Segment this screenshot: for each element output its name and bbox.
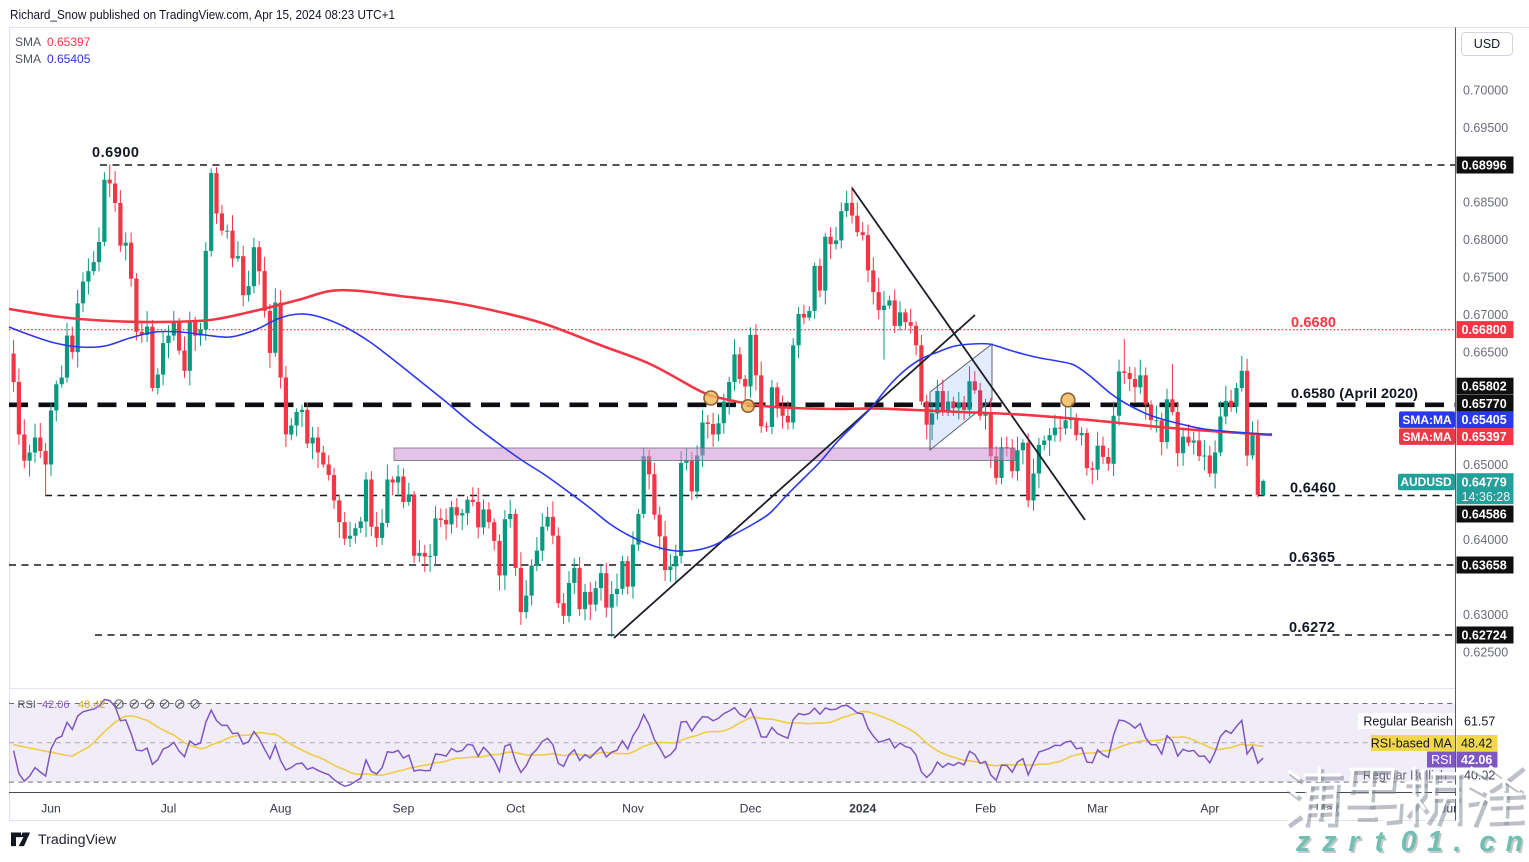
svg-text:0.62724: 0.62724 bbox=[1462, 628, 1507, 642]
svg-text:0.68000: 0.68000 bbox=[1463, 233, 1508, 247]
svg-text:Jul: Jul bbox=[161, 802, 177, 816]
svg-text:c: c bbox=[1479, 826, 1495, 857]
svg-text:Mar: Mar bbox=[1087, 802, 1108, 816]
svg-text:42.06: 42.06 bbox=[1461, 753, 1492, 767]
svg-text:Aug: Aug bbox=[270, 802, 292, 816]
svg-text:0.64586: 0.64586 bbox=[1462, 507, 1507, 521]
svg-text:0.6900: 0.6900 bbox=[92, 145, 139, 161]
svg-text:Jun: Jun bbox=[41, 802, 61, 816]
svg-text:r: r bbox=[1348, 826, 1361, 857]
svg-text:0.65802: 0.65802 bbox=[1462, 380, 1507, 394]
svg-text:r: r bbox=[1350, 828, 1363, 857]
svg-text:14:36:28: 14:36:28 bbox=[1462, 490, 1511, 504]
svg-text:SMA: SMA bbox=[15, 52, 41, 66]
svg-text:1: 1 bbox=[1427, 826, 1443, 857]
svg-text:0.68996: 0.68996 bbox=[1462, 158, 1507, 172]
svg-text:SMA: SMA bbox=[15, 35, 41, 49]
svg-text:AUDUSD: AUDUSD bbox=[1400, 475, 1452, 489]
svg-text:z: z bbox=[1321, 826, 1337, 857]
svg-text:0.68500: 0.68500 bbox=[1463, 196, 1508, 210]
svg-text:Sep: Sep bbox=[393, 802, 415, 816]
svg-text:0.65000: 0.65000 bbox=[1463, 458, 1508, 472]
svg-text:TradingView: TradingView bbox=[38, 832, 117, 848]
svg-text:48.42: 48.42 bbox=[1461, 737, 1492, 751]
svg-text:c: c bbox=[1481, 828, 1497, 857]
svg-text:0.65770: 0.65770 bbox=[1462, 397, 1507, 411]
svg-text:0.65405: 0.65405 bbox=[1462, 413, 1507, 427]
svg-text:48.42: 48.42 bbox=[78, 699, 106, 711]
svg-text:0.64000: 0.64000 bbox=[1463, 533, 1508, 547]
svg-text:Oct: Oct bbox=[506, 802, 526, 816]
svg-text:42.06: 42.06 bbox=[42, 699, 70, 711]
svg-text:Regular Bearish: Regular Bearish bbox=[1363, 715, 1453, 729]
svg-text:0.69500: 0.69500 bbox=[1463, 121, 1508, 135]
svg-text:t: t bbox=[1376, 828, 1387, 857]
svg-text:0.6580 (April 2020): 0.6580 (April 2020) bbox=[1291, 385, 1418, 401]
svg-text:0.66800: 0.66800 bbox=[1462, 323, 1507, 337]
svg-text:0.65405: 0.65405 bbox=[47, 52, 91, 66]
svg-text:RSI-based MA: RSI-based MA bbox=[1371, 737, 1453, 751]
svg-text:0.65397: 0.65397 bbox=[47, 35, 91, 49]
svg-text:2024: 2024 bbox=[849, 802, 876, 816]
svg-text:0.6272: 0.6272 bbox=[1289, 620, 1335, 636]
svg-text:.: . bbox=[1455, 828, 1463, 857]
svg-text:SMA:MA: SMA:MA bbox=[1402, 413, 1452, 427]
svg-text:0.6460: 0.6460 bbox=[1290, 481, 1336, 497]
svg-text:1: 1 bbox=[1429, 828, 1445, 857]
svg-text:0: 0 bbox=[1403, 828, 1419, 857]
svg-text:0.63658: 0.63658 bbox=[1462, 558, 1507, 572]
svg-text:Apr: Apr bbox=[1200, 802, 1219, 816]
svg-text:z: z bbox=[1297, 828, 1313, 857]
svg-text:0.65397: 0.65397 bbox=[1462, 430, 1507, 444]
svg-text:z: z bbox=[1295, 826, 1311, 857]
svg-text:n: n bbox=[1507, 828, 1524, 857]
svg-text:n: n bbox=[1506, 826, 1523, 857]
svg-text:RSI: RSI bbox=[18, 699, 36, 711]
svg-text:0.6365: 0.6365 bbox=[1289, 550, 1335, 566]
svg-text:Richard_Snow published on Trad: Richard_Snow published on TradingView.co… bbox=[10, 8, 395, 22]
svg-text:SMA:MA: SMA:MA bbox=[1402, 430, 1452, 444]
svg-text:Nov: Nov bbox=[622, 802, 645, 816]
svg-text:0.6680: 0.6680 bbox=[1291, 315, 1336, 331]
svg-text:61.57: 61.57 bbox=[1464, 715, 1495, 729]
svg-text:0.67500: 0.67500 bbox=[1463, 271, 1508, 285]
svg-text:.: . bbox=[1453, 826, 1461, 857]
svg-text:0.67000: 0.67000 bbox=[1463, 308, 1508, 322]
svg-text:0.64779: 0.64779 bbox=[1462, 475, 1507, 489]
svg-text:RSI: RSI bbox=[1431, 753, 1452, 767]
svg-text:0.66500: 0.66500 bbox=[1463, 346, 1508, 360]
svg-text:0.62500: 0.62500 bbox=[1463, 645, 1508, 659]
svg-text:z: z bbox=[1323, 828, 1339, 857]
svg-text:t: t bbox=[1375, 826, 1386, 857]
svg-text:0.63000: 0.63000 bbox=[1463, 608, 1508, 622]
svg-text:USD: USD bbox=[1474, 37, 1500, 51]
svg-text:0: 0 bbox=[1401, 826, 1417, 857]
svg-text:Dec: Dec bbox=[740, 802, 762, 816]
svg-text:Feb: Feb bbox=[975, 802, 996, 816]
svg-text:0.70000: 0.70000 bbox=[1463, 83, 1508, 97]
